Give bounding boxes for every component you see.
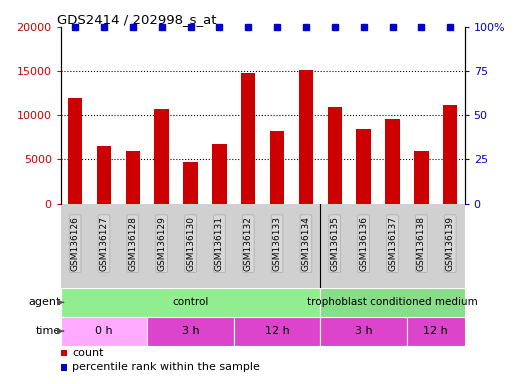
Bar <box>414 151 429 204</box>
Bar <box>61 288 320 317</box>
Text: GSM136128: GSM136128 <box>128 216 137 271</box>
Text: GSM136127: GSM136127 <box>99 216 108 271</box>
Text: 12 h: 12 h <box>265 326 289 336</box>
Text: percentile rank within the sample: percentile rank within the sample <box>72 362 260 372</box>
Bar <box>241 73 256 204</box>
Bar <box>212 144 227 204</box>
Bar <box>126 151 140 204</box>
Text: GSM136134: GSM136134 <box>301 216 310 271</box>
Text: GSM136135: GSM136135 <box>331 216 340 271</box>
Bar <box>320 288 465 317</box>
Text: 0 h: 0 h <box>95 326 113 336</box>
Text: GSM136139: GSM136139 <box>446 216 455 271</box>
Text: GSM136130: GSM136130 <box>186 216 195 271</box>
Text: GSM136126: GSM136126 <box>71 216 80 271</box>
Text: count: count <box>72 348 104 358</box>
Bar <box>407 317 465 346</box>
Text: trophoblast conditioned medium: trophoblast conditioned medium <box>307 297 478 308</box>
Text: 3 h: 3 h <box>182 326 200 336</box>
Text: GSM136132: GSM136132 <box>244 216 253 271</box>
Bar <box>97 146 111 204</box>
Text: GSM136129: GSM136129 <box>157 216 166 271</box>
Bar <box>147 317 234 346</box>
Bar <box>327 107 342 204</box>
Text: GDS2414 / 202998_s_at: GDS2414 / 202998_s_at <box>56 13 216 26</box>
Text: GSM136137: GSM136137 <box>388 216 397 271</box>
Bar <box>299 70 313 204</box>
Text: GSM136131: GSM136131 <box>215 216 224 271</box>
Text: 3 h: 3 h <box>355 326 372 336</box>
Text: GSM136138: GSM136138 <box>417 216 426 271</box>
Text: 12 h: 12 h <box>423 326 448 336</box>
Text: time: time <box>35 326 61 336</box>
Text: GSM136136: GSM136136 <box>359 216 368 271</box>
Text: agent: agent <box>29 297 61 308</box>
Text: control: control <box>172 297 209 308</box>
Bar <box>443 106 457 204</box>
Bar <box>320 317 407 346</box>
Bar <box>155 109 169 204</box>
Bar <box>68 98 82 204</box>
Bar <box>234 317 320 346</box>
Text: GSM136133: GSM136133 <box>272 216 281 271</box>
Bar <box>385 119 400 204</box>
Bar <box>356 129 371 204</box>
Bar <box>270 131 284 204</box>
Bar <box>61 317 147 346</box>
Bar <box>183 162 198 204</box>
